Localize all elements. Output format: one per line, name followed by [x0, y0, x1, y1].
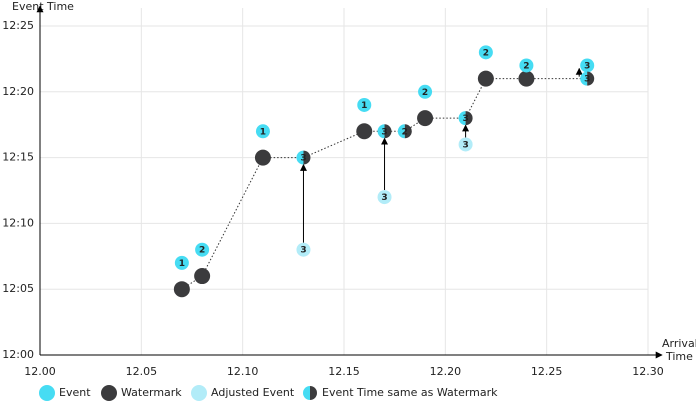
watermark-point [417, 110, 434, 127]
point-label: 3 [300, 246, 306, 256]
event-point [357, 97, 372, 112]
event-point [195, 242, 210, 257]
half-right [310, 386, 317, 400]
half-right [404, 124, 412, 139]
watermark-point [254, 149, 271, 166]
legend-label: Adjusted Event [211, 386, 295, 399]
half-point [580, 71, 595, 86]
legend-swatch [39, 385, 55, 401]
half-left [397, 124, 405, 139]
point-label: 3 [584, 61, 590, 71]
point-label: 2 [402, 127, 408, 137]
watermark-point [356, 123, 373, 140]
point-label: 3 [584, 75, 590, 85]
watermark-point [173, 281, 190, 298]
point-label: 3 [300, 154, 306, 164]
point-label: 3 [462, 140, 468, 150]
half-left [580, 71, 588, 86]
y-tick-label: 12:10 [2, 216, 34, 229]
point-label: 1 [260, 127, 266, 137]
x-tick-label: 12.10 [227, 365, 259, 378]
adjusted-point [296, 242, 311, 257]
y-axis-title: Event Time [12, 0, 74, 13]
legend-label: Event [59, 386, 91, 399]
y-tick-label: 12:00 [2, 348, 34, 361]
event-point [418, 84, 433, 99]
half-right [587, 71, 595, 86]
legend-label: Event Time same as Watermark [322, 386, 498, 399]
half-point [296, 150, 311, 165]
x-tick-label: 12.15 [328, 365, 360, 378]
point-label: 3 [462, 114, 468, 124]
adjusted-point [458, 137, 473, 152]
legend-label: Watermark [121, 386, 182, 399]
x-tick-label: 12.25 [531, 365, 563, 378]
point-label: 1 [179, 259, 185, 269]
event-point [174, 255, 189, 270]
point-label: 1 [361, 101, 367, 111]
event-point [255, 124, 270, 139]
x-tick-label: 12.30 [632, 365, 664, 378]
x-axis-title: Time [665, 350, 693, 363]
half-point [377, 124, 392, 139]
watermark-point [518, 70, 535, 87]
adjusted-point [377, 190, 392, 205]
y-tick-label: 12:20 [2, 85, 34, 98]
watermark-point [194, 268, 211, 285]
event-point [519, 58, 534, 73]
y-tick-label: 12:25 [2, 19, 34, 32]
event-point [580, 58, 595, 73]
half-left [303, 386, 310, 400]
x-tick-label: 12.20 [430, 365, 462, 378]
x-axis-title: Arrival [662, 337, 696, 350]
half-left [377, 124, 385, 139]
half-right [384, 124, 392, 139]
x-tick-label: 12.05 [126, 365, 158, 378]
half-right [465, 111, 473, 126]
legend-swatch [303, 386, 317, 400]
half-point [397, 124, 412, 139]
y-tick-label: 12:15 [2, 151, 34, 164]
point-label: 3 [381, 193, 387, 203]
half-left [296, 150, 304, 165]
point-label: 3 [381, 127, 387, 137]
half-point [458, 111, 473, 126]
x-tick-label: 12.00 [24, 365, 56, 378]
point-label: 2 [523, 61, 529, 71]
point-label: 2 [483, 48, 489, 58]
y-tick-label: 12:05 [2, 282, 34, 295]
half-right [303, 150, 311, 165]
legend-swatch [191, 385, 207, 401]
watermark-point [477, 70, 494, 87]
event-point [478, 45, 493, 60]
half-left [458, 111, 466, 126]
point-label: 2 [199, 246, 205, 256]
point-label: 2 [422, 88, 428, 98]
legend-swatch [101, 385, 117, 401]
